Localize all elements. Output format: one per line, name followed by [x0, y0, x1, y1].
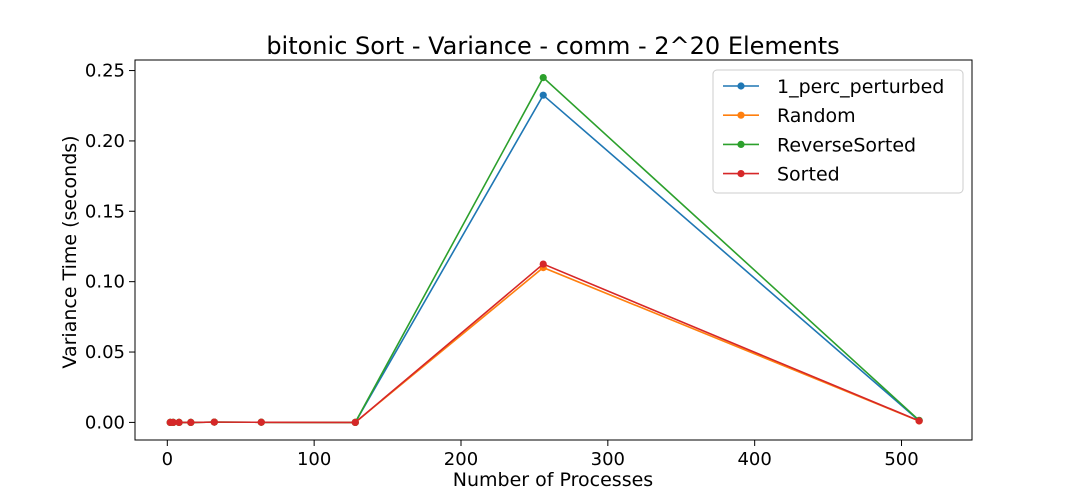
x-tick-label: 300 [591, 449, 625, 470]
legend-item: ReverseSorted [723, 134, 916, 156]
legend-swatch-marker [737, 170, 745, 178]
data-point [539, 260, 547, 268]
data-point [169, 418, 177, 427]
legend-label: Sorted [777, 164, 840, 186]
legend-box [712, 69, 964, 194]
legend-label: Random [777, 105, 856, 127]
data-point [210, 418, 218, 426]
data-point [187, 418, 195, 427]
y-tick-label: 0.00 [85, 412, 125, 433]
x-tick-label: 200 [444, 449, 478, 470]
legend-label: 1_perc_perturbed [777, 76, 944, 98]
data-point [175, 418, 183, 427]
series-line [170, 266, 920, 424]
x-tick-label: 400 [737, 449, 771, 470]
x-tick-label: 500 [884, 449, 918, 470]
data-point [351, 418, 359, 427]
y-tick-label: 0.15 [85, 201, 125, 222]
y-tick-label: 0.20 [85, 131, 125, 152]
series-Sorted [166, 260, 923, 427]
axis-ticks: 0 100 200 300 400 500 0.00 0.05 0.10 0.15 0.20 0.25 [85, 61, 919, 470]
legend-swatch-marker [737, 82, 745, 90]
plot-frame [134, 59, 973, 441]
series-line [170, 263, 920, 424]
data-point [915, 417, 923, 425]
legend-swatch-marker [737, 111, 745, 119]
legend-item: Sorted [723, 164, 840, 186]
legend-item: 1_perc_perturbed [723, 76, 944, 98]
x-tick-label: 100 [297, 449, 331, 470]
data-point [257, 418, 265, 426]
legend-label: ReverseSorted [777, 134, 916, 156]
legend-swatch-marker [737, 140, 745, 148]
y-tick-label: 0.10 [85, 272, 125, 293]
series-layer [166, 73, 923, 427]
chart-title: bitonic Sort - Variance - comm - 2^20 El… [266, 32, 839, 60]
x-axis-label: Number of Processes [453, 469, 653, 491]
y-axis-label: Variance Time (seconds) [59, 135, 81, 368]
legend-item: Random [723, 105, 856, 127]
x-tick-label: 0 [162, 449, 173, 470]
y-tick-label: 0.25 [85, 61, 125, 82]
y-tick-label: 0.05 [85, 342, 125, 363]
data-point [539, 73, 547, 82]
series-Random [166, 263, 923, 427]
data-point [539, 91, 547, 99]
legend: 1_perc_perturbed Random ReverseSorted Sorte… [712, 69, 964, 194]
